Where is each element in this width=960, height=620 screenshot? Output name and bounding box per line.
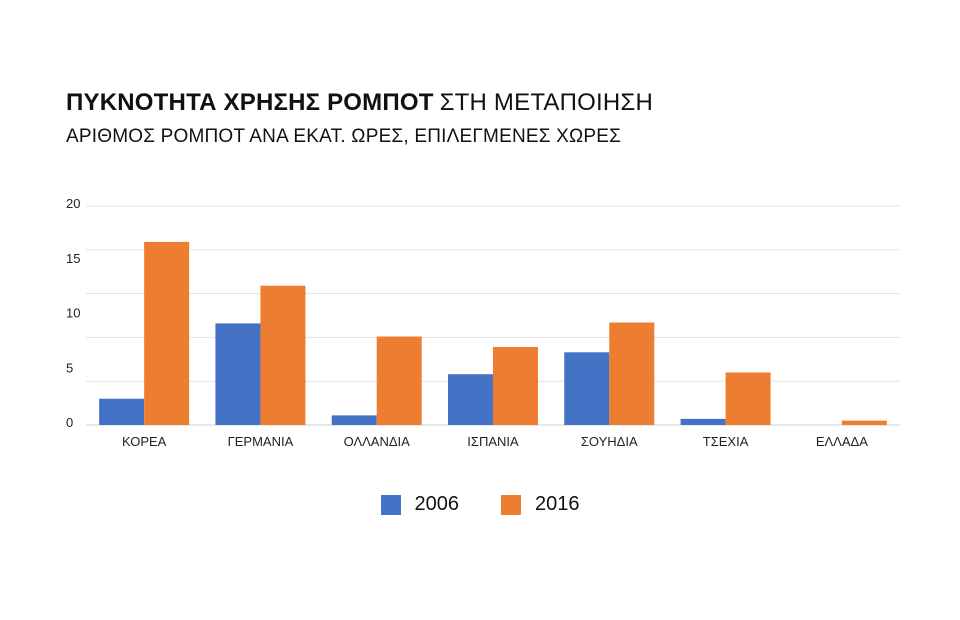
x-tick-label: ΕΛΛΑΔΑ xyxy=(816,434,868,449)
bar-2016-1 xyxy=(260,285,306,425)
bar-2016-3 xyxy=(493,347,538,425)
legend-item-2006: 2006 xyxy=(380,493,460,516)
x-tick-label: ΚΟΡΕΑ xyxy=(122,434,167,449)
bar-2006-3 xyxy=(448,374,493,425)
chart-title: ΠΥΚΝΟΤΗΤΑ ΧΡΗΣΗΣ ΡΟΜΠΟΤ ΣΤΗ ΜΕΤΑΠΟΙΗΣΗ xyxy=(66,88,653,118)
x-tick-label: ΤΣΕΧΙΑ xyxy=(703,434,749,449)
y-tick-label: 10 xyxy=(66,306,80,321)
chart-title-bold: ΠΥΚΝΟΤΗΤΑ ΧΡΗΣΗΣ ΡΟΜΠΟΤ xyxy=(66,89,434,116)
bar-2016-6 xyxy=(841,420,887,425)
legend-label-2016: 2016 xyxy=(535,493,580,515)
bar-2016-4 xyxy=(609,322,655,425)
chart-title-rest: ΣΤΗ ΜΕΤΑΠΟΙΗΣΗ xyxy=(439,89,653,116)
chart-subtitle: ΑΡΙΘΜΟΣ ΡΟΜΠΟΤ ΑΝΑ ΕΚΑΤ. ΩΡΕΣ, ΕΠΙΛΕΓΜΕΝ… xyxy=(66,126,622,147)
bar-2006-2 xyxy=(331,415,377,425)
bar-2006-0 xyxy=(99,398,145,425)
legend-swatch-2006 xyxy=(380,494,401,515)
y-tick-label: 5 xyxy=(66,360,73,375)
bar-2006-1 xyxy=(215,323,261,425)
legend-label-2006: 2006 xyxy=(414,493,460,515)
legend-item-2016: 2016 xyxy=(501,493,580,516)
bar-2016-5 xyxy=(725,372,771,425)
x-tick-label: ΣΟΥΗΔΙΑ xyxy=(581,434,638,449)
y-tick-label: 0 xyxy=(66,415,73,430)
x-tick-label: ΓΕΡΜΑΝΙΑ xyxy=(228,434,294,449)
bar-2006-5 xyxy=(680,418,726,425)
x-tick-label: ΟΛΛΑΝΔΙΑ xyxy=(344,434,411,449)
y-tick-label: 15 xyxy=(66,251,80,266)
bar-2016-0 xyxy=(144,241,190,425)
legend: 2006 2016 xyxy=(0,493,960,516)
bar-2006-4 xyxy=(564,352,610,425)
bar-2016-2 xyxy=(376,336,422,425)
y-tick-label: 20 xyxy=(66,196,80,211)
legend-swatch-2016 xyxy=(501,494,521,515)
x-tick-label: ΙΣΠΑΝΙΑ xyxy=(467,434,519,449)
